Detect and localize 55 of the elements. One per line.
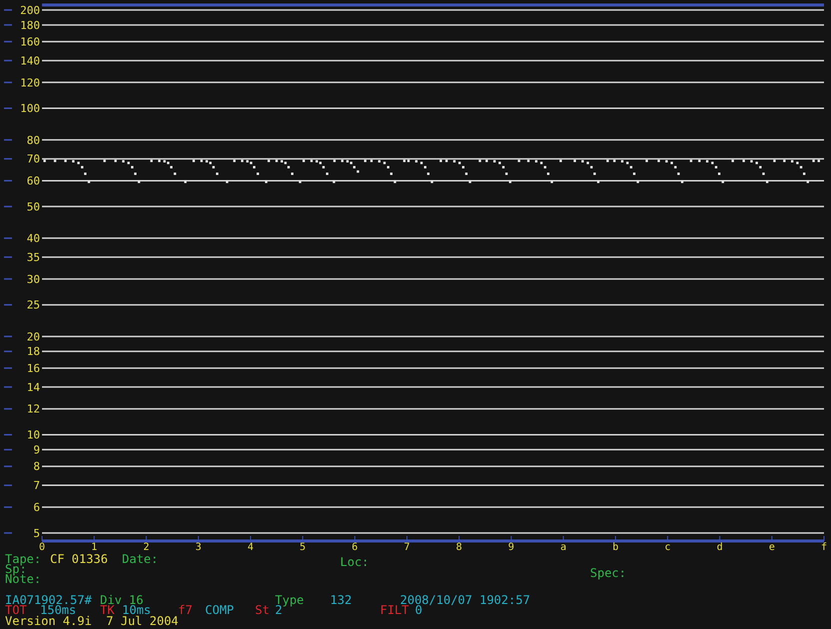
y-tick-label: 160	[20, 35, 40, 48]
x-tick-label: 2	[143, 542, 150, 553]
text: TOT	[5, 603, 27, 617]
y-tick-label: 200	[20, 4, 40, 17]
y-tick-label: 14	[26, 380, 40, 394]
y-tick-label: 100	[20, 102, 40, 116]
text: 132	[330, 593, 352, 607]
y-tick-label: 60	[26, 174, 40, 188]
y-tick-label: 20	[26, 330, 40, 344]
x-tick-label: 7	[404, 542, 410, 553]
y-tick-label: 18	[26, 345, 40, 358]
y-tick-label: 180	[20, 18, 40, 32]
x-tick-label: 1	[91, 542, 98, 553]
x-tick-label: a	[560, 542, 566, 553]
x-tick-label: 3	[195, 542, 202, 553]
x-tick-label: f	[820, 542, 828, 553]
x-tick-label: c	[664, 542, 671, 553]
x-tick-label: 5	[300, 542, 306, 553]
x-tick-label: d	[716, 542, 723, 553]
text: COMP	[205, 603, 234, 617]
text: Spec:	[590, 566, 626, 580]
text: TK	[100, 603, 116, 617]
text: Tape:	[5, 552, 42, 566]
text: Loc:	[340, 555, 369, 569]
x-tick-label: 0	[38, 542, 46, 553]
y-tick-label: 40	[26, 232, 40, 246]
x-tick-label: b	[612, 542, 618, 553]
x-tick-label: 4	[248, 542, 254, 553]
x-tick-label: e	[768, 542, 775, 553]
y-tick-label: 120	[20, 76, 40, 90]
text: St	[255, 603, 270, 617]
x-tick-label: 8	[456, 542, 462, 553]
y-tick-label: 80	[26, 134, 40, 147]
text: Date:	[122, 552, 158, 566]
text: f7	[178, 603, 192, 617]
y-tick-label: 10	[26, 428, 40, 442]
text: 10ms	[122, 603, 151, 617]
y-tick-label: 70	[26, 152, 40, 166]
y-tick-label: 8	[33, 460, 40, 474]
y-tick-label: 12	[26, 402, 40, 416]
text: CF 01336	[50, 552, 108, 566]
x-tick-label: 6	[352, 542, 358, 553]
y-tick-label: 35	[26, 250, 40, 264]
y-tick-label: 30	[26, 272, 40, 286]
y-tick-label: 16	[26, 362, 40, 375]
y-tick-label: 7	[33, 479, 40, 492]
y-tick-label: 140	[20, 54, 40, 68]
text: Version 4.9i 7 Jul 2004	[5, 614, 178, 628]
y-tick-label: 6	[33, 501, 40, 514]
y-tick-label: 50	[26, 200, 40, 214]
y-tick-label: 9	[33, 444, 40, 457]
text: 150ms	[40, 603, 76, 617]
x-tick-label: 9	[508, 542, 514, 553]
y-tick-label: 25	[26, 298, 40, 312]
y-tick-label: 5	[33, 526, 40, 540]
